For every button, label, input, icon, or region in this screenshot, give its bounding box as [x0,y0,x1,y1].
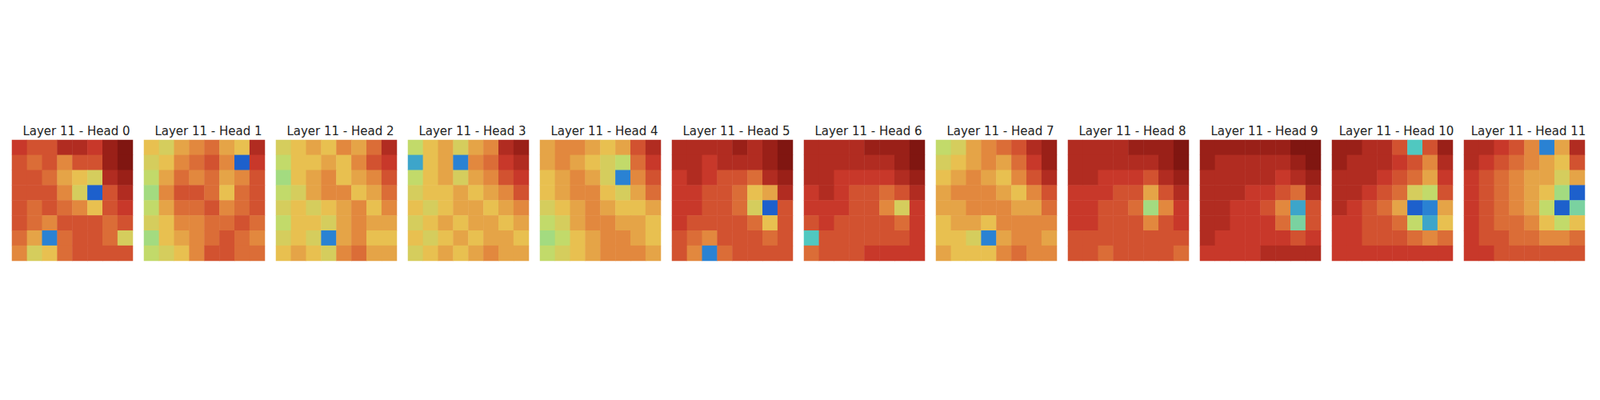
svg-text:Layer 11 - Head 11: Layer 11 - Head 11 [1471,124,1587,139]
svg-text:Layer 11 - Head 9: Layer 11 - Head 9 [1210,124,1318,139]
svg-text:Layer 11 - Head 10: Layer 11 - Head 10 [1339,124,1455,139]
svg-text:Layer 11 - Head 1: Layer 11 - Head 1 [154,124,262,139]
svg-text:Layer 11 - Head 3: Layer 11 - Head 3 [418,124,526,139]
svg-text:Layer 11 - Head 0: Layer 11 - Head 0 [22,124,130,139]
svg-text:Layer 11 - Head 5: Layer 11 - Head 5 [682,124,790,139]
svg-text:Layer 11 - Head 8: Layer 11 - Head 8 [1078,124,1186,139]
svg-text:Layer 11 - Head 2: Layer 11 - Head 2 [286,124,394,139]
svg-text:Layer 11 - Head 6: Layer 11 - Head 6 [814,124,922,139]
svg-text:Layer 11 - Head 7: Layer 11 - Head 7 [946,124,1054,139]
svg-text:Layer 11 - Head 4: Layer 11 - Head 4 [550,124,658,139]
